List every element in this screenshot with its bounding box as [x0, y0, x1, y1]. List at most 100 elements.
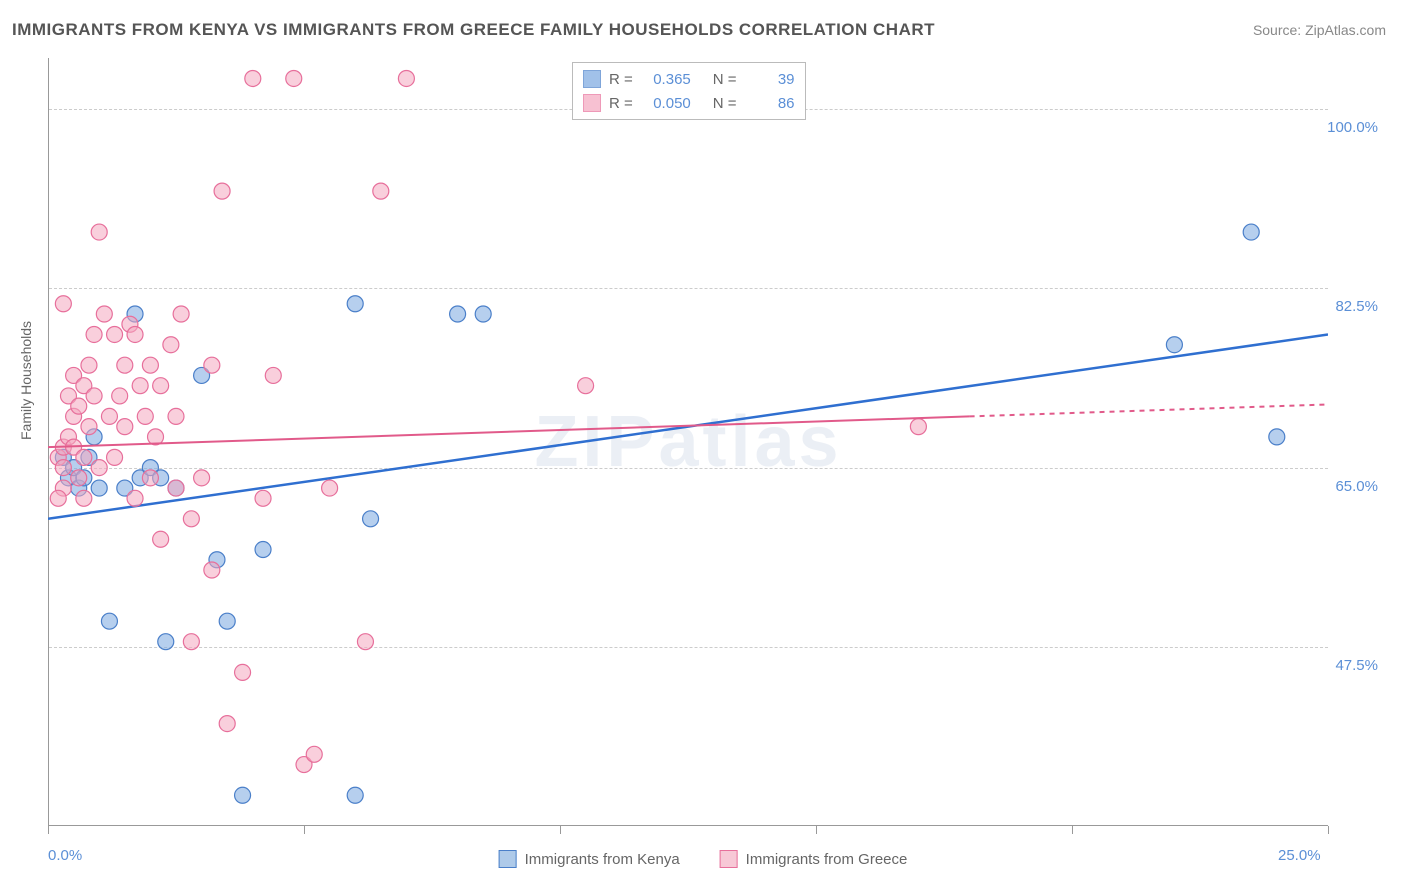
data-point — [101, 613, 117, 629]
legend-swatch-icon — [583, 70, 601, 88]
data-point — [96, 306, 112, 322]
data-point — [50, 490, 66, 506]
data-point — [168, 408, 184, 424]
series-legend-item: Immigrants from Kenya — [499, 850, 680, 868]
data-point — [255, 542, 271, 558]
data-point — [112, 388, 128, 404]
data-point — [219, 716, 235, 732]
y-tick-label: 82.5% — [1335, 298, 1378, 315]
data-point — [101, 408, 117, 424]
x-tick — [48, 826, 49, 834]
data-point — [235, 664, 251, 680]
data-point — [107, 449, 123, 465]
data-point — [81, 419, 97, 435]
x-tick — [1328, 826, 1329, 834]
legend-label: Immigrants from Kenya — [525, 851, 680, 868]
correlation-legend-row: R =0.365 N =39 — [583, 67, 795, 91]
data-point — [76, 490, 92, 506]
data-point — [91, 480, 107, 496]
data-point — [173, 306, 189, 322]
data-point — [1166, 337, 1182, 353]
data-point — [214, 183, 230, 199]
data-point — [55, 296, 71, 312]
trend-line — [48, 416, 970, 447]
data-point — [183, 511, 199, 527]
data-point — [55, 460, 71, 476]
data-point — [91, 224, 107, 240]
trend-line-extension — [970, 404, 1328, 416]
y-tick-label: 100.0% — [1327, 119, 1378, 136]
data-point — [245, 70, 261, 86]
stat-label: R = — [609, 71, 633, 88]
data-point — [1269, 429, 1285, 445]
data-point — [194, 470, 210, 486]
data-point — [363, 511, 379, 527]
n-value: 86 — [745, 95, 795, 112]
data-point — [153, 531, 169, 547]
data-point — [86, 326, 102, 342]
data-point — [347, 787, 363, 803]
x-tick — [304, 826, 305, 834]
data-point — [91, 460, 107, 476]
data-point — [306, 746, 322, 762]
data-point — [910, 419, 926, 435]
data-point — [107, 326, 123, 342]
legend-swatch-icon — [583, 94, 601, 112]
data-point — [286, 70, 302, 86]
data-point — [373, 183, 389, 199]
y-axis-label: Family Households — [18, 321, 34, 440]
data-point — [117, 357, 133, 373]
data-point — [142, 470, 158, 486]
data-point — [153, 378, 169, 394]
data-point — [450, 306, 466, 322]
data-point — [86, 388, 102, 404]
correlation-legend-row: R = 0.050 N = 86 — [583, 91, 795, 115]
data-point — [322, 480, 338, 496]
data-point — [1243, 224, 1259, 240]
stat-label: N = — [713, 95, 737, 112]
correlation-legend: R = 0.365 N = 39 R = 0.050 N = 86 — [572, 62, 806, 120]
chart-container: IMMIGRANTS FROM KENYA VS IMMIGRANTS FROM… — [0, 0, 1406, 892]
series-legend-item: Immigrants from Greece — [720, 850, 908, 868]
data-point — [127, 490, 143, 506]
data-point — [158, 634, 174, 650]
data-point — [132, 378, 148, 394]
series-legend: Immigrants from Kenya Immigrants from Gre… — [499, 850, 908, 868]
data-point — [255, 490, 271, 506]
r-value: 0.365 — [641, 71, 691, 88]
legend-swatch-icon — [720, 850, 738, 868]
source-label: Source: ZipAtlas.com — [1253, 22, 1386, 38]
data-point — [137, 408, 153, 424]
data-point — [347, 296, 363, 312]
data-point — [235, 787, 251, 803]
data-point — [204, 357, 220, 373]
data-point — [163, 337, 179, 353]
data-point — [71, 470, 87, 486]
x-tick-label: 0.0% — [48, 847, 82, 864]
stat-label: R = — [609, 95, 633, 112]
data-point — [204, 562, 220, 578]
r-value: 0.050 — [641, 95, 691, 112]
data-point — [117, 419, 133, 435]
y-tick-label: 47.5% — [1335, 657, 1378, 674]
data-point — [81, 357, 97, 373]
legend-swatch-icon — [499, 850, 517, 868]
data-point — [76, 449, 92, 465]
data-point — [398, 70, 414, 86]
data-point — [578, 378, 594, 394]
n-value: 39 — [745, 71, 795, 88]
legend-label: Immigrants from Greece — [746, 851, 908, 868]
data-point — [357, 634, 373, 650]
data-point — [219, 613, 235, 629]
data-point — [183, 634, 199, 650]
data-point — [142, 357, 158, 373]
data-point — [265, 367, 281, 383]
data-point — [71, 398, 87, 414]
chart-title: IMMIGRANTS FROM KENYA VS IMMIGRANTS FROM… — [12, 20, 935, 40]
data-point — [475, 306, 491, 322]
y-tick-label: 65.0% — [1335, 478, 1378, 495]
x-tick-label: 25.0% — [1278, 847, 1321, 864]
x-tick — [560, 826, 561, 834]
scatter-plot-svg — [48, 58, 1328, 826]
data-point — [127, 326, 143, 342]
